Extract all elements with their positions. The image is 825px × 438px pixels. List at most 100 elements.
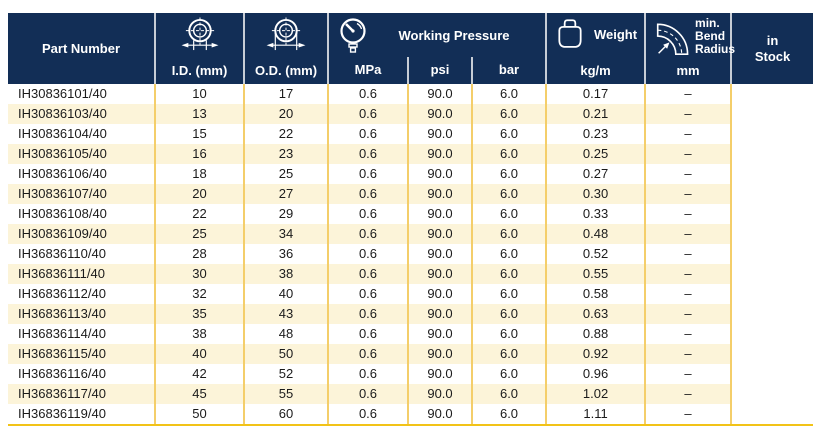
- pressure-psi-cell: 90.0: [407, 164, 472, 184]
- column-header-part-number: Part Number: [8, 13, 155, 84]
- inner-diameter-unit-label: I.D. (mm): [171, 63, 228, 78]
- pressure-bar-cell: 6.0: [470, 104, 547, 124]
- pressure-bar-cell: 6.0: [470, 124, 547, 144]
- pressure-bar-cell: 6.0: [470, 324, 547, 344]
- part-number-cell: IH30836108/40: [8, 204, 155, 224]
- table-row: IH36836115/40 40 50 0.6 90.0 6.0 0.92 –: [8, 344, 814, 364]
- in-stock-cell: [730, 344, 814, 364]
- pressure-mpa-cell: 0.6: [327, 224, 408, 244]
- inner-diameter-cell: 10: [154, 84, 244, 104]
- in-stock-cell: [730, 84, 814, 104]
- weight-cell: 0.58: [545, 284, 646, 304]
- bend-radius-cell: –: [644, 404, 732, 426]
- outer-diameter-cell: 22: [243, 124, 328, 144]
- outer-diameter-cell: 40: [243, 284, 328, 304]
- weight-cell: 0.33: [545, 204, 646, 224]
- pressure-psi-cell: 90.0: [407, 204, 472, 224]
- weight-cell: 0.55: [545, 264, 646, 284]
- weight-label: Weight: [593, 26, 638, 42]
- pressure-bar-cell: 6.0: [470, 364, 547, 384]
- bend-radius-cell: –: [644, 364, 732, 384]
- in-stock-label: in Stock: [754, 32, 791, 64]
- weight-cell: 0.21: [545, 104, 646, 124]
- inner-diameter-cell: 50: [154, 404, 244, 426]
- weight-cell: 1.02: [545, 384, 646, 404]
- table-row: IH36836114/40 38 48 0.6 90.0 6.0 0.88 –: [8, 324, 814, 344]
- pressure-psi-cell: 90.0: [407, 244, 472, 264]
- inner-diameter-icon: [181, 17, 218, 51]
- table-row: IH30836108/40 22 29 0.6 90.0 6.0 0.33 –: [8, 204, 814, 224]
- part-number-cell: IH30836106/40: [8, 164, 155, 184]
- inner-diameter-cell: 45: [154, 384, 244, 404]
- column-header-bend-radius: min. Bend Radius mm: [644, 13, 735, 84]
- pressure-bar-cell: 6.0: [470, 284, 547, 304]
- outer-diameter-unit-label: O.D. (mm): [254, 63, 318, 78]
- pressure-mpa-cell: 0.6: [327, 184, 408, 204]
- part-number-cell: IH36836117/40: [8, 384, 155, 404]
- part-number-cell: IH36836112/40: [8, 284, 155, 304]
- pressure-bar-cell: 6.0: [470, 264, 547, 284]
- pressure-mpa-cell: 0.6: [327, 144, 408, 164]
- pressure-mpa-cell: 0.6: [327, 404, 408, 426]
- table-row: IH36836117/40 45 55 0.6 90.0 6.0 1.02 –: [8, 384, 814, 404]
- bend-radius-cell: –: [644, 244, 732, 264]
- outer-diameter-cell: 55: [243, 384, 328, 404]
- pressure-psi-cell: 90.0: [407, 384, 472, 404]
- outer-diameter-icon: [266, 17, 306, 51]
- outer-diameter-cell: 29: [243, 204, 328, 224]
- bend-radius-cell: –: [644, 164, 732, 184]
- table-row: IH36836111/40 30 38 0.6 90.0 6.0 0.55 –: [8, 264, 814, 284]
- in-stock-cell: [730, 264, 814, 284]
- inner-diameter-cell: 28: [154, 244, 244, 264]
- weight-icon: [558, 19, 582, 48]
- bend-radius-label: min. Bend Radius: [695, 16, 736, 56]
- table-row: IH30836103/40 13 20 0.6 90.0 6.0 0.21 –: [8, 104, 814, 124]
- pressure-bar-cell: 6.0: [470, 244, 547, 264]
- weight-cell: 1.11: [545, 404, 646, 426]
- pressure-gauge-icon: [340, 17, 366, 53]
- table-row: IH36836119/40 50 60 0.6 90.0 6.0 1.11 –: [8, 404, 814, 426]
- pressure-mpa-cell: 0.6: [327, 284, 408, 304]
- pressure-bar-cell: 6.0: [470, 304, 547, 324]
- outer-diameter-cell: 36: [243, 244, 328, 264]
- bend-radius-icon: [656, 23, 689, 55]
- pressure-psi-cell: 90.0: [407, 404, 472, 426]
- weight-cell: 0.27: [545, 164, 646, 184]
- weight-cell: 0.17: [545, 84, 646, 104]
- part-number-cell: IH30836109/40: [8, 224, 155, 244]
- column-header-outer-diameter: O.D. (mm): [243, 13, 329, 84]
- hose-spec-table: Part Number: [8, 13, 814, 426]
- inner-diameter-cell: 38: [154, 324, 244, 344]
- pressure-mpa-cell: 0.6: [327, 204, 408, 224]
- inner-diameter-cell: 32: [154, 284, 244, 304]
- spec-table-body: IH30836101/40 10 17 0.6 90.0 6.0 0.17 – …: [8, 84, 814, 426]
- outer-diameter-cell: 23: [243, 144, 328, 164]
- bend-radius-cell: –: [644, 144, 732, 164]
- weight-cell: 0.88: [545, 324, 646, 344]
- inner-diameter-cell: 22: [154, 204, 244, 224]
- column-header-psi: psi: [407, 57, 472, 84]
- table-row: IH30836105/40 16 23 0.6 90.0 6.0 0.25 –: [8, 144, 814, 164]
- part-number-cell: IH30836104/40: [8, 124, 155, 144]
- outer-diameter-cell: 48: [243, 324, 328, 344]
- outer-diameter-cell: 27: [243, 184, 328, 204]
- table-row: IH30836101/40 10 17 0.6 90.0 6.0 0.17 –: [8, 84, 814, 104]
- inner-diameter-cell: 16: [154, 144, 244, 164]
- table-row: IH36836110/40 28 36 0.6 90.0 6.0 0.52 –: [8, 244, 814, 264]
- pressure-psi-cell: 90.0: [407, 124, 472, 144]
- inner-diameter-cell: 25: [154, 224, 244, 244]
- pressure-mpa-cell: 0.6: [327, 304, 408, 324]
- pressure-mpa-cell: 0.6: [327, 344, 408, 364]
- pressure-mpa-cell: 0.6: [327, 124, 408, 144]
- outer-diameter-cell: 20: [243, 104, 328, 124]
- part-number-cell: IH36836113/40: [8, 304, 155, 324]
- part-number-label: Part Number: [41, 41, 121, 56]
- pressure-psi-cell: 90.0: [407, 264, 472, 284]
- weight-cell: 0.63: [545, 304, 646, 324]
- pressure-mpa-cell: 0.6: [327, 384, 408, 404]
- part-number-cell: IH36836119/40: [8, 404, 155, 426]
- inner-diameter-cell: 13: [154, 104, 244, 124]
- bend-radius-cell: –: [644, 384, 732, 404]
- pressure-psi-cell: 90.0: [407, 324, 472, 344]
